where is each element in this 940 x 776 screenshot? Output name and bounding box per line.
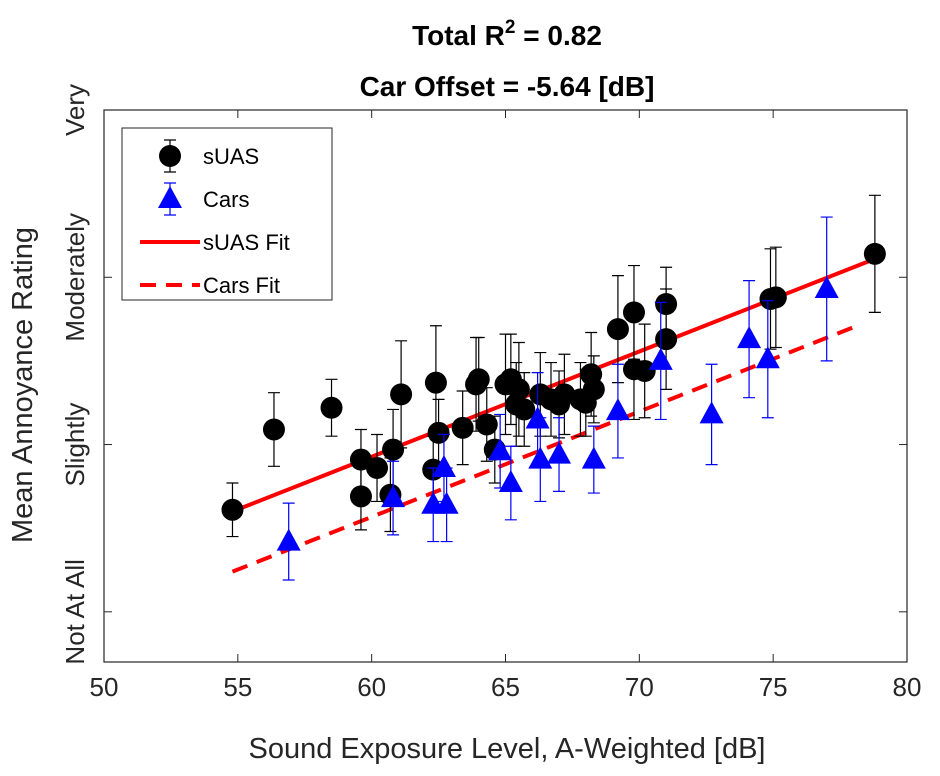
circle-marker	[390, 383, 413, 406]
triangle-marker	[755, 346, 780, 369]
circle-marker	[451, 416, 474, 439]
y-tick-label: Not At All	[60, 559, 90, 665]
x-tick-label: 65	[491, 672, 520, 702]
circle-marker	[262, 418, 285, 441]
x-tick-label: 50	[90, 672, 119, 702]
triangle-marker	[699, 401, 724, 424]
legend-label: sUAS	[203, 144, 259, 169]
triangle-marker	[498, 470, 523, 493]
circle-marker	[475, 413, 498, 436]
legend-label: sUAS Fit	[203, 230, 290, 255]
triangle-marker	[581, 446, 606, 469]
x-tick-label: 80	[893, 672, 922, 702]
title-suffix: = 0.82	[515, 20, 601, 51]
circle-marker	[764, 286, 787, 309]
y-tick-label: Very	[60, 84, 90, 136]
circle-marker	[606, 318, 629, 341]
circle-marker	[349, 485, 372, 508]
circle-marker	[655, 293, 678, 316]
circle-marker	[622, 301, 645, 324]
triangle-marker	[381, 485, 406, 508]
x-tick-label: 60	[357, 672, 386, 702]
triangle-marker	[737, 326, 762, 349]
circle-marker	[582, 378, 605, 401]
legend-label: Cars	[203, 187, 249, 212]
series-triangle	[276, 216, 839, 581]
triangle-marker	[814, 275, 839, 298]
triangle-marker	[434, 491, 459, 514]
circle-marker	[320, 396, 343, 419]
fit-line	[231, 322, 863, 574]
legend: sUAS Cars sUAS Fit Cars Fit	[121, 127, 333, 301]
title-main: Total R	[412, 20, 505, 51]
x-tick-label: 70	[625, 672, 654, 702]
x-tick-label: 75	[759, 672, 788, 702]
triangle-marker	[276, 528, 301, 551]
circle-marker	[159, 145, 181, 167]
x-tick-label: 55	[223, 672, 252, 702]
triangle-marker	[605, 398, 630, 421]
circle-marker	[467, 368, 490, 391]
triangle-marker	[528, 446, 553, 469]
circle-marker	[633, 359, 656, 382]
legend-label: Cars Fit	[203, 273, 280, 298]
triangle-marker	[547, 441, 572, 464]
circle-marker	[366, 456, 389, 479]
circle-marker	[427, 421, 450, 444]
circle-marker	[507, 378, 530, 401]
circle-marker	[221, 498, 244, 521]
triangle-marker	[431, 454, 456, 477]
circle-marker	[424, 371, 447, 394]
title-superscript: 2	[505, 17, 516, 38]
triangle-marker	[488, 438, 513, 461]
triangle-marker	[158, 186, 182, 208]
circle-marker	[382, 438, 405, 461]
y-axis-label: Mean Annoyance Rating	[7, 227, 39, 543]
y-tick-label: Moderately	[60, 213, 90, 342]
circle-marker	[863, 242, 886, 265]
chart-title: Total R2 = 0.82	[412, 17, 602, 51]
triangle-marker	[648, 347, 673, 370]
circle-marker	[513, 398, 536, 421]
y-tick-label: Slightly	[60, 403, 90, 487]
legend-box	[121, 127, 333, 301]
x-axis-label: Sound Exposure Level, A-Weighted [dB]	[249, 733, 766, 765]
chart-subtitle: Car Offset = -5.64 [dB]	[360, 71, 655, 102]
